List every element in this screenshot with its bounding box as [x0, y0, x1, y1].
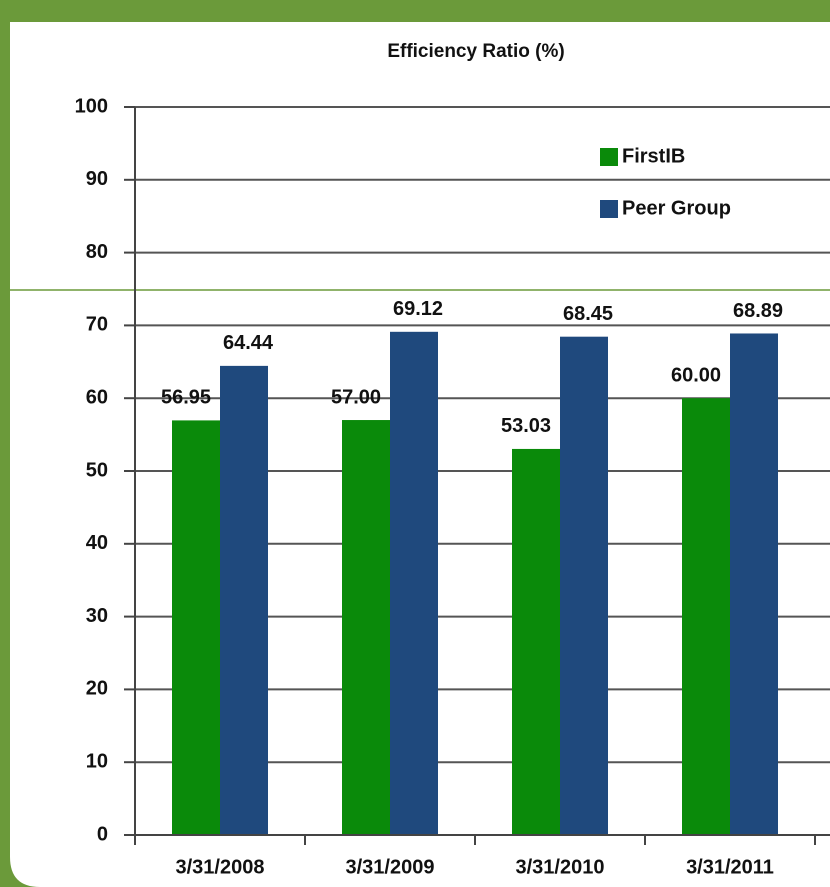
value-label: 60.00 [671, 364, 721, 386]
y-tick-label: 50 [86, 459, 108, 481]
x-tick-label: 3/31/2009 [346, 856, 435, 878]
y-tick-label: 20 [86, 678, 108, 700]
value-label: 53.03 [501, 415, 551, 437]
bar [730, 333, 778, 835]
y-tick-label: 100 [75, 95, 108, 117]
y-tick-label: 0 [97, 823, 108, 845]
y-tick-label: 60 [86, 386, 108, 408]
y-tick-label: 80 [86, 241, 108, 263]
x-tick-label: 3/31/2008 [176, 856, 265, 878]
y-tick-label: 90 [86, 168, 108, 190]
value-label: 68.45 [563, 303, 613, 325]
chart-title: Efficiency Ratio (%) [387, 41, 564, 62]
x-tick-label: 3/31/2010 [516, 856, 605, 878]
legend-label: Peer Group [622, 197, 731, 219]
bar [560, 336, 608, 835]
bar [390, 331, 438, 835]
value-label: 64.44 [223, 332, 274, 354]
bar [682, 398, 730, 835]
legend-swatch [600, 200, 618, 218]
value-label: 57.00 [331, 386, 381, 408]
y-tick-label: 70 [86, 314, 108, 336]
legend-swatch [600, 148, 618, 166]
bar [172, 420, 220, 835]
bar [342, 420, 390, 835]
y-tick-label: 30 [86, 605, 108, 627]
y-tick-label: 10 [86, 750, 108, 772]
value-label: 69.12 [393, 298, 443, 320]
bar [220, 365, 268, 835]
value-label: 56.95 [161, 387, 211, 409]
value-label: 68.89 [733, 300, 783, 322]
bar [512, 448, 560, 835]
x-tick-label: 3/31/2011 [686, 856, 774, 878]
legend-label: FirstIB [622, 145, 685, 167]
y-tick-label: 40 [86, 532, 108, 554]
